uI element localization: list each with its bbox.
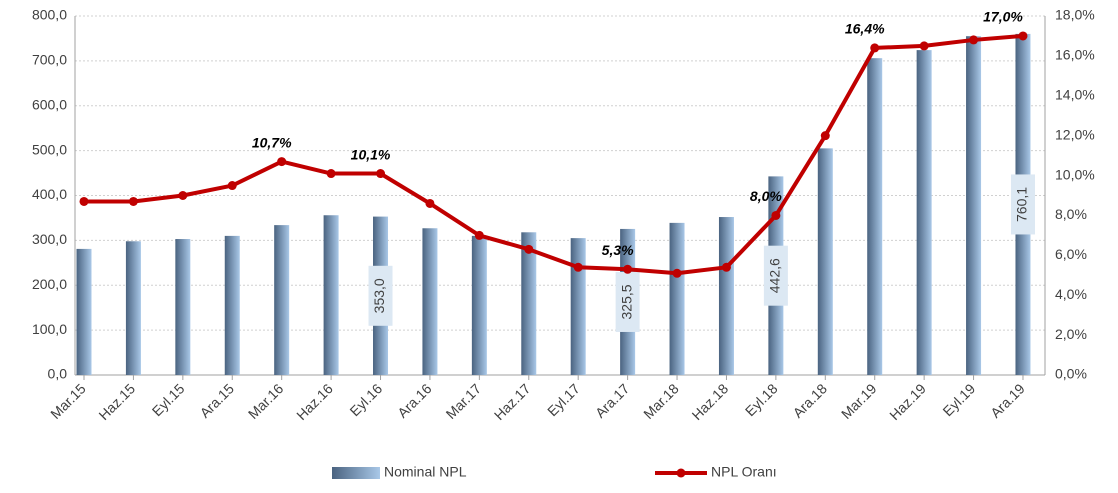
- x-tick-label: Haz.16: [293, 380, 336, 423]
- marker: [277, 157, 287, 167]
- marker: [376, 169, 386, 179]
- y2-tick-label: 16,0%: [1055, 47, 1095, 63]
- x-tick-label: Ara.18: [790, 380, 831, 421]
- bar: [521, 232, 537, 375]
- marker: [178, 191, 188, 200]
- y-tick-label: 400,0: [32, 186, 67, 202]
- x-tick-label: Eyl.15: [149, 380, 188, 419]
- legend-swatch: [332, 467, 380, 479]
- y2-tick-label: 0,0%: [1055, 366, 1087, 382]
- bar: [916, 50, 932, 375]
- x-tick-label: Haz.15: [95, 380, 138, 423]
- marker: [1018, 31, 1028, 41]
- data-label-box: [1010, 174, 1035, 235]
- bar: [274, 225, 290, 375]
- marker: [870, 43, 880, 53]
- y-tick-label: 100,0: [32, 321, 67, 337]
- y2-tick-label: 6,0%: [1055, 246, 1087, 262]
- x-tick-label: Ara.17: [592, 380, 633, 421]
- bar: [817, 148, 833, 375]
- bar: [224, 235, 240, 375]
- marker: [820, 131, 830, 141]
- data-label-box: [615, 271, 640, 332]
- bar: [323, 215, 339, 375]
- data-label: 325,5: [618, 284, 634, 319]
- y-tick-label: 700,0: [32, 52, 67, 68]
- y2-tick-label: 14,0%: [1055, 86, 1095, 102]
- y2-tick-label: 4,0%: [1055, 286, 1087, 302]
- legend-label: Nominal NPL: [384, 464, 467, 480]
- marker: [672, 268, 682, 278]
- x-tick-label: Mar.19: [838, 380, 880, 422]
- y-tick-label: 200,0: [32, 276, 67, 292]
- y-tick-label: 600,0: [32, 96, 67, 112]
- x-tick-label: Haz.18: [689, 380, 732, 423]
- marker: [721, 262, 731, 272]
- x-tick-label: Haz.19: [886, 380, 929, 423]
- x-tick-label: Eyl.18: [742, 380, 781, 419]
- data-label: 8,0%: [750, 188, 782, 204]
- data-label: 442,6: [767, 258, 783, 293]
- bar: [570, 238, 586, 375]
- marker: [623, 264, 633, 274]
- data-label: 10,7%: [252, 134, 292, 150]
- bar: [125, 241, 141, 375]
- data-label: 5,3%: [602, 242, 634, 258]
- marker: [524, 244, 534, 254]
- bar: [669, 222, 685, 375]
- data-label: 10,1%: [351, 146, 391, 162]
- x-tick-label: Mar.17: [443, 380, 485, 422]
- y2-tick-label: 12,0%: [1055, 126, 1095, 142]
- x-tick-label: Ara.19: [987, 380, 1028, 421]
- x-tick-label: Haz.17: [491, 380, 534, 423]
- bar: [76, 248, 92, 375]
- marker: [771, 210, 781, 220]
- bar: [471, 235, 487, 375]
- bar: [718, 217, 734, 375]
- y-tick-label: 300,0: [32, 231, 67, 247]
- legend-marker: [676, 468, 686, 478]
- x-tick-label: Eyl.19: [939, 380, 978, 419]
- bar: [966, 36, 982, 375]
- y2-tick-label: 8,0%: [1055, 206, 1087, 222]
- bar: [422, 228, 438, 375]
- marker: [969, 35, 979, 45]
- x-tick-label: Ara.16: [394, 380, 435, 421]
- x-tick-label: Mar.16: [245, 380, 287, 422]
- marker: [326, 169, 336, 179]
- data-label-box: [368, 265, 393, 326]
- x-tick-label: Eyl.17: [544, 380, 583, 419]
- y-tick-label: 0,0: [48, 366, 68, 382]
- y2-tick-label: 2,0%: [1055, 326, 1087, 342]
- legend-label: NPL Oranı: [711, 464, 777, 480]
- x-tick-label: Ara.15: [197, 380, 238, 421]
- marker: [425, 198, 435, 208]
- data-label: 16,4%: [845, 21, 885, 37]
- marker: [474, 230, 484, 240]
- y-tick-label: 800,0: [32, 7, 67, 23]
- data-label: 760,1: [1014, 187, 1030, 222]
- marker: [79, 196, 89, 206]
- bar: [175, 239, 191, 375]
- data-label: 353,0: [371, 278, 387, 313]
- data-label-box: [763, 245, 788, 306]
- marker: [227, 181, 237, 191]
- data-label: 17,0%: [983, 9, 1023, 25]
- x-tick-label: Mar.18: [640, 380, 682, 422]
- y-tick-label: 500,0: [32, 141, 67, 157]
- marker: [128, 196, 138, 206]
- marker: [919, 41, 929, 51]
- line: [84, 33, 1024, 276]
- x-tick-label: Eyl.16: [346, 380, 385, 419]
- bar: [867, 58, 883, 376]
- y2-tick-label: 18,0%: [1055, 7, 1095, 23]
- marker: [573, 262, 583, 272]
- y2-tick-label: 10,0%: [1055, 166, 1095, 182]
- x-tick-label: Mar.15: [47, 380, 89, 422]
